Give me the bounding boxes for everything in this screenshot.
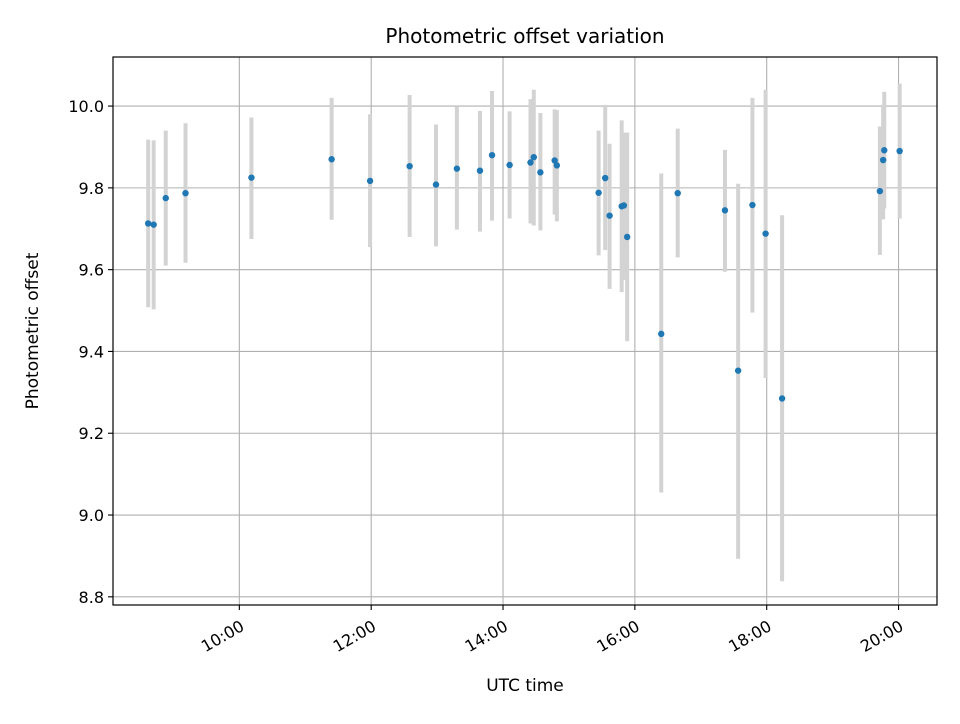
data-point-2 [162, 194, 169, 202]
data-points [144, 147, 903, 402]
data-point-22 [620, 202, 628, 209]
grid-lines [113, 57, 937, 605]
data-point-8 [432, 181, 440, 188]
data-point-16 [551, 157, 558, 164]
data-point-19 [602, 174, 609, 182]
data-point-11 [488, 151, 496, 159]
data-point-32 [879, 156, 887, 164]
data-point-27 [734, 367, 742, 374]
data-point-7 [406, 162, 413, 170]
data-point-4 [248, 174, 255, 181]
data-point-18 [595, 189, 602, 196]
data-point-17 [553, 162, 561, 169]
x-tick-label-2: 14:00 [462, 616, 511, 656]
y-tick-label-0: 8.8 [79, 588, 104, 607]
x-tick-label-3: 16:00 [593, 616, 642, 656]
y-tick-label-5: 9.8 [79, 179, 104, 198]
x-tick-label-0: 10:00 [198, 616, 247, 656]
data-point-0 [144, 220, 152, 227]
y-tick-label-6: 10.0 [68, 97, 104, 116]
data-point-26 [721, 207, 729, 214]
data-point-20 [606, 212, 613, 219]
data-point-1 [150, 221, 157, 228]
data-point-34 [896, 147, 903, 155]
y-tick-label-3: 9.4 [79, 342, 104, 361]
data-point-31 [876, 187, 884, 195]
y-tick-label-4: 9.6 [79, 261, 104, 280]
x-axis-label: UTC time [486, 676, 564, 696]
data-point-14 [530, 153, 537, 161]
data-point-10 [476, 167, 484, 174]
data-point-6 [366, 177, 374, 185]
error-bars [146, 83, 902, 582]
data-point-5 [328, 156, 335, 163]
chart-title: Photometric offset variation [385, 24, 664, 48]
data-point-15 [537, 169, 544, 176]
data-point-29 [762, 230, 769, 237]
data-point-13 [527, 159, 534, 166]
data-point-33 [881, 147, 888, 154]
x-tick-label-1: 12:00 [330, 616, 379, 656]
data-point-3 [182, 189, 189, 197]
data-point-12 [506, 161, 513, 169]
data-point-30 [778, 395, 786, 402]
y-axis-label: Photometric offset [23, 252, 43, 409]
y-tick-label-1: 9.0 [79, 506, 104, 525]
x-tick-label-4: 18:00 [725, 616, 774, 656]
data-point-9 [453, 165, 461, 172]
data-point-28 [749, 201, 756, 209]
data-point-24 [658, 330, 665, 338]
plot-frame [112, 56, 938, 606]
data-point-25 [674, 189, 681, 197]
y-tick-label-2: 9.2 [79, 424, 104, 443]
data-point-23 [623, 233, 631, 241]
x-tick-label-5: 20:00 [857, 616, 906, 656]
